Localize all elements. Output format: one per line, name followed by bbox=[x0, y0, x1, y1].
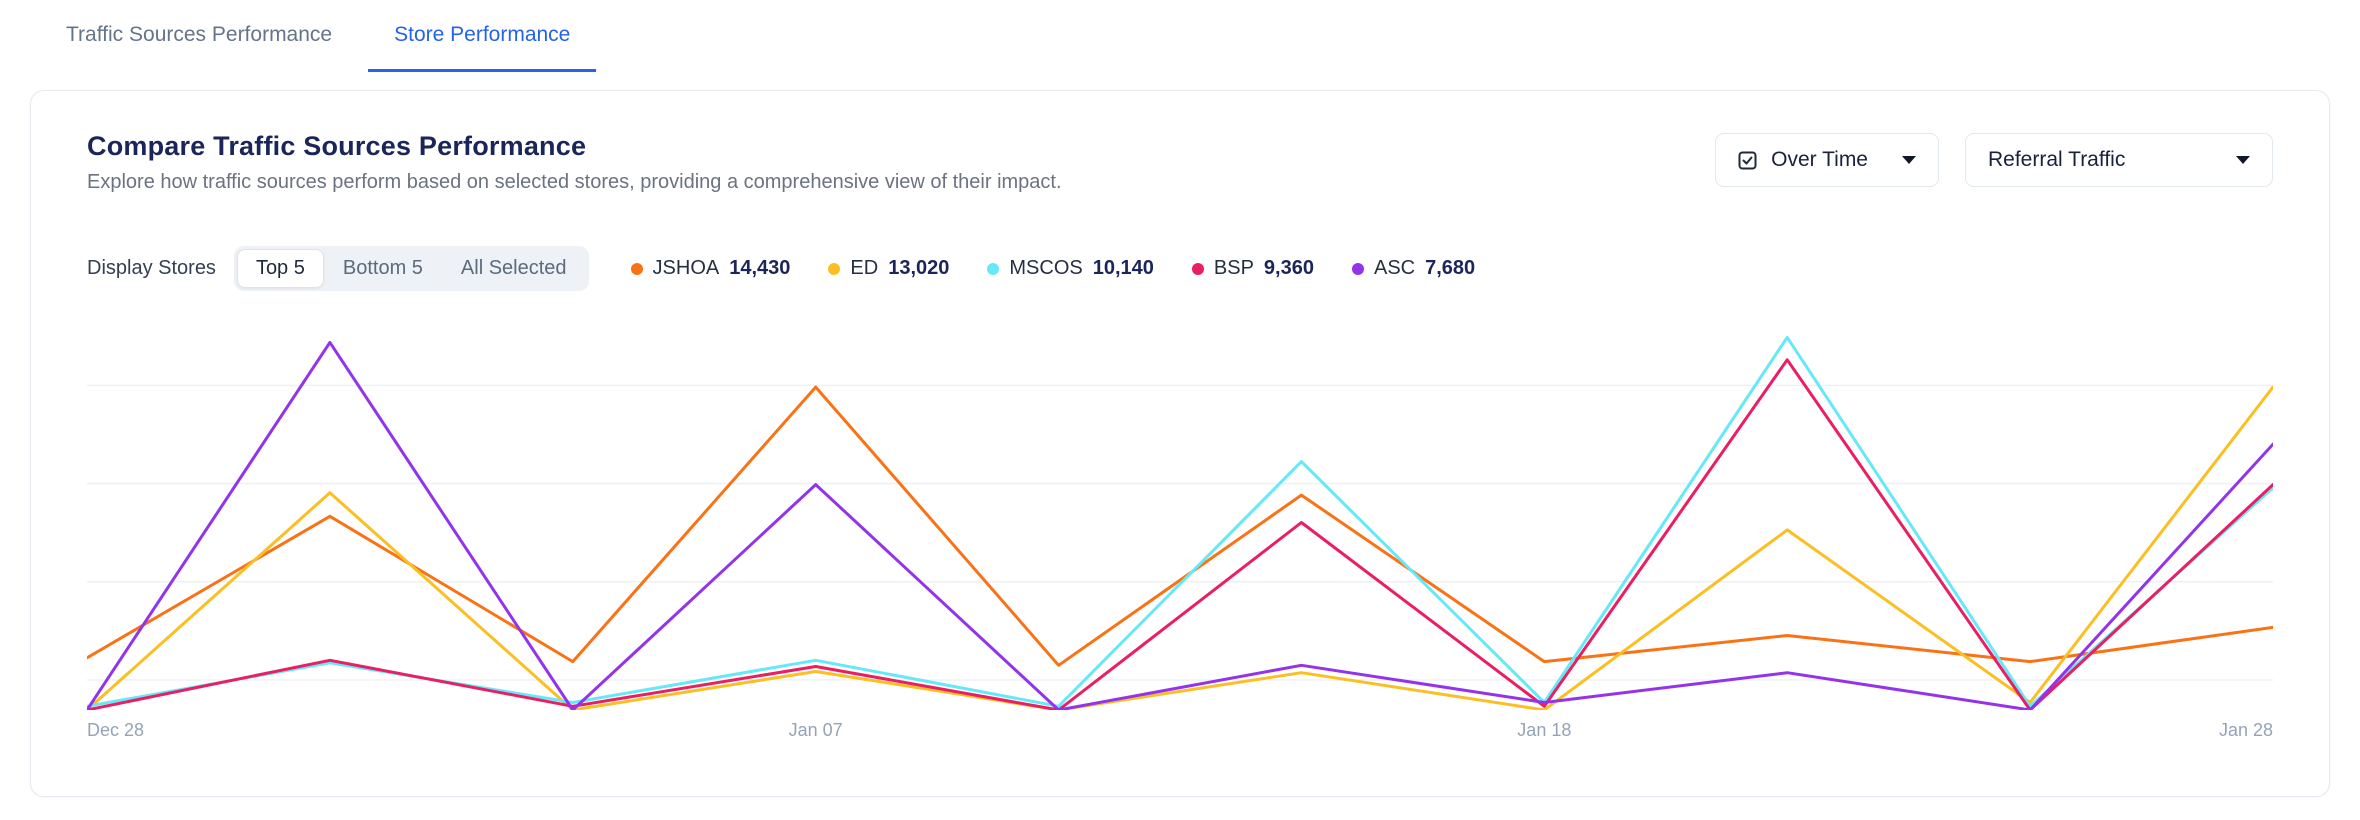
legend-value: 7,680 bbox=[1425, 257, 1476, 279]
card-header: Compare Traffic Sources Performance Expl… bbox=[87, 131, 2273, 194]
legend-dot bbox=[987, 262, 1000, 275]
legend-dot bbox=[828, 262, 841, 275]
legend-value: 9,360 bbox=[1263, 257, 1314, 279]
display-stores-segmented-control: Top 5 Bottom 5 All Selected bbox=[233, 246, 589, 291]
series-line-asc bbox=[87, 340, 2273, 710]
x-axis-label: Jan 28 bbox=[2218, 720, 2273, 740]
legend-dot bbox=[1191, 262, 1204, 275]
legend-name: ED bbox=[850, 257, 879, 279]
legend-value: 13,020 bbox=[888, 257, 950, 279]
line-chart-svg bbox=[87, 335, 2273, 710]
traffic-chart: Dec 28 Jan 07 Jan 18 Jan 28 bbox=[87, 325, 2273, 752]
segment-top-5[interactable]: Top 5 bbox=[236, 249, 324, 288]
legend-item-bsp[interactable]: BSP 9,360 bbox=[1191, 257, 1314, 280]
legend-name: ASC bbox=[1373, 257, 1416, 279]
header-controls: Over Time Referral Traffic bbox=[1715, 133, 2273, 187]
x-axis-label: Dec 28 bbox=[87, 720, 145, 740]
legend-dot bbox=[630, 262, 643, 275]
referral-traffic-dropdown[interactable]: Referral Traffic bbox=[1965, 133, 2273, 187]
chevron-down-icon bbox=[2236, 156, 2250, 164]
tab-bar: Traffic Sources Performance Store Perfor… bbox=[0, 0, 2360, 72]
segment-bottom-5[interactable]: Bottom 5 bbox=[324, 249, 442, 288]
page-title: Compare Traffic Sources Performance bbox=[87, 131, 587, 161]
display-stores-label: Display Stores bbox=[87, 257, 216, 279]
segment-all-selected[interactable]: All Selected bbox=[442, 249, 586, 288]
series-line-jshoa bbox=[87, 385, 2273, 667]
legend-item-mscos[interactable]: MSCOS 10,140 bbox=[987, 257, 1154, 280]
tab-traffic-sources-performance[interactable]: Traffic Sources Performance bbox=[66, 23, 333, 46]
legend-item-jshoa[interactable]: JSHOA 14,430 bbox=[630, 257, 791, 280]
x-axis-label: Jan 07 bbox=[788, 720, 843, 740]
controls-row: Display Stores Top 5 Bottom 5 All Select… bbox=[87, 246, 2273, 291]
over-time-dropdown[interactable]: Over Time bbox=[1715, 133, 1939, 187]
legend-name: MSCOS bbox=[1009, 257, 1083, 279]
card-header-text: Compare Traffic Sources Performance Expl… bbox=[87, 131, 1062, 194]
checkbox-icon bbox=[1738, 151, 1757, 170]
legend-name: JSHOA bbox=[652, 257, 720, 279]
series-line-bsp bbox=[87, 358, 2273, 710]
legend-dot bbox=[1351, 262, 1364, 275]
legend-value: 10,140 bbox=[1092, 257, 1154, 279]
page-subtitle: Explore how traffic sources perform base… bbox=[87, 171, 1062, 193]
legend-name: BSP bbox=[1213, 257, 1254, 279]
referral-traffic-label: Referral Traffic bbox=[1988, 148, 2126, 171]
over-time-label: Over Time bbox=[1771, 148, 1868, 171]
x-axis-label: Jan 18 bbox=[1517, 720, 1572, 740]
chevron-down-icon bbox=[1902, 156, 1916, 164]
legend-item-asc[interactable]: ASC 7,680 bbox=[1351, 257, 1476, 280]
x-axis: Dec 28 Jan 07 Jan 18 Jan 28 bbox=[87, 720, 2273, 752]
tab-store-performance[interactable]: Store Performance bbox=[368, 3, 597, 72]
series-line-ed bbox=[87, 385, 2273, 710]
store-performance-card: Compare Traffic Sources Performance Expl… bbox=[30, 90, 2330, 797]
legend-value: 14,430 bbox=[729, 257, 791, 279]
legend: JSHOA 14,430 ED 13,020 MSCOS 10,140 BSP … bbox=[630, 257, 1476, 280]
legend-item-ed[interactable]: ED 13,020 bbox=[828, 257, 949, 280]
